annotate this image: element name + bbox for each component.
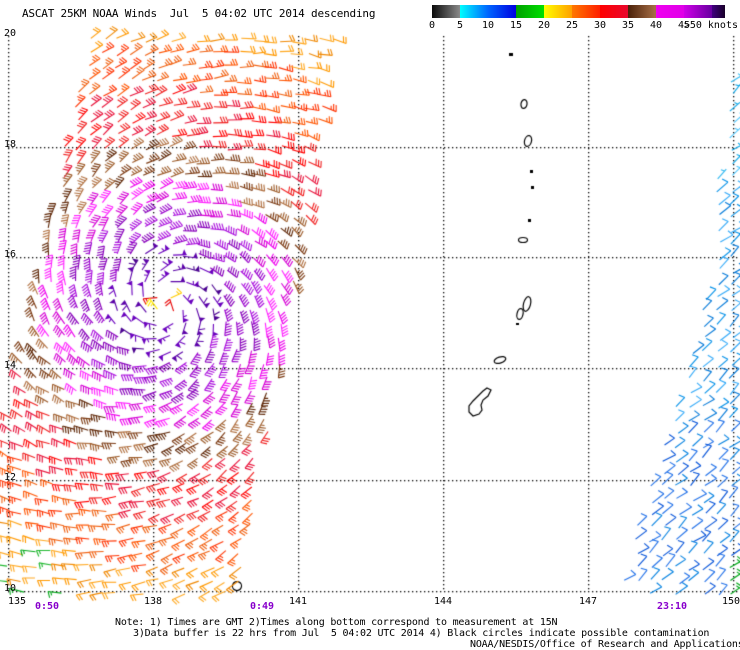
colorbar-segment xyxy=(432,5,460,18)
colorbar-tick-label: 35 xyxy=(621,20,635,31)
colorbar-tick-label: 45 xyxy=(677,20,691,31)
map-title: ASCAT 25KM NOAA Winds Jul 5 04:02 UTC 20… xyxy=(22,7,376,20)
colorbar-end-label: >50 knots xyxy=(683,20,738,31)
colorbar-tick-label: 15 xyxy=(509,20,523,31)
swath-time-label: 0:50 xyxy=(34,601,60,612)
lon-axis-label: 135 xyxy=(7,596,27,607)
lon-axis-label: 138 xyxy=(143,596,163,607)
colorbar-segment xyxy=(516,5,544,18)
lat-axis-label: 20 xyxy=(4,28,17,39)
note-line-2: 3)Data buffer is 22 hrs from Jul 5 04:02… xyxy=(133,628,710,639)
lat-axis-label: 12 xyxy=(4,472,17,483)
lat-axis-label: 10 xyxy=(4,583,17,594)
note-line-1: Note: 1) Times are GMT 2)Times along bot… xyxy=(115,617,558,628)
lat-axis-label: 18 xyxy=(4,139,17,150)
colorbar-segment xyxy=(684,5,712,18)
colorbar-segment xyxy=(656,5,684,18)
colorbar-segment xyxy=(460,5,488,18)
colorbar-tick-label: 10 xyxy=(481,20,495,31)
swath-time-label: 0:49 xyxy=(249,601,275,612)
lon-axis-label: 150 xyxy=(721,596,740,607)
colorbar-segment xyxy=(572,5,600,18)
lon-axis-label: 144 xyxy=(433,596,453,607)
lon-axis-label: 141 xyxy=(288,596,308,607)
colorbar-segment xyxy=(712,5,725,18)
colorbar-tick-label: 0 xyxy=(428,20,436,31)
swath-time-label: 23:10 xyxy=(656,601,688,612)
colorbar-segment xyxy=(628,5,656,18)
colorbar-tick-label: 40 xyxy=(649,20,663,31)
colorbar-segment xyxy=(600,5,628,18)
lon-axis-label: 147 xyxy=(578,596,598,607)
lat-axis-label: 14 xyxy=(4,360,17,371)
colorbar-segment xyxy=(544,5,572,18)
colorbar-tick-label: 30 xyxy=(593,20,607,31)
colorbar-tick-label: 20 xyxy=(537,20,551,31)
lat-axis-label: 16 xyxy=(4,249,17,260)
colorbar-tick-label: 5 xyxy=(456,20,464,31)
colorbar-segment xyxy=(488,5,516,18)
colorbar-tick-label: 25 xyxy=(565,20,579,31)
wind-speed-colorbar xyxy=(432,5,725,18)
attribution-line: NOAA/NESDIS/Office of Research and Appli… xyxy=(470,639,740,650)
